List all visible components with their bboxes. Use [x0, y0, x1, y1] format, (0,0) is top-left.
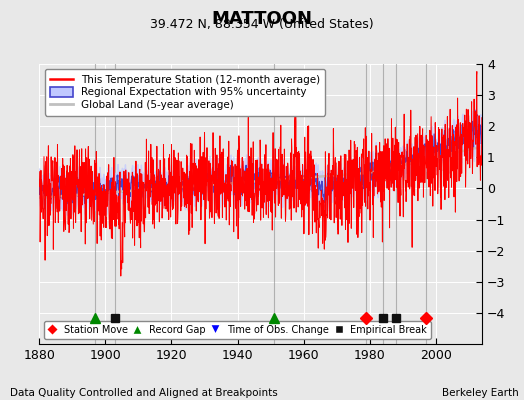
Text: 39.472 N, 88.354 W (United States): 39.472 N, 88.354 W (United States) — [150, 18, 374, 31]
Text: Data Quality Controlled and Aligned at Breakpoints: Data Quality Controlled and Aligned at B… — [10, 388, 278, 398]
Text: Berkeley Earth: Berkeley Earth — [442, 388, 519, 398]
Legend: Station Move, Record Gap, Time of Obs. Change, Empirical Break: Station Move, Record Gap, Time of Obs. C… — [44, 321, 431, 339]
Text: MATTOON: MATTOON — [212, 10, 312, 28]
